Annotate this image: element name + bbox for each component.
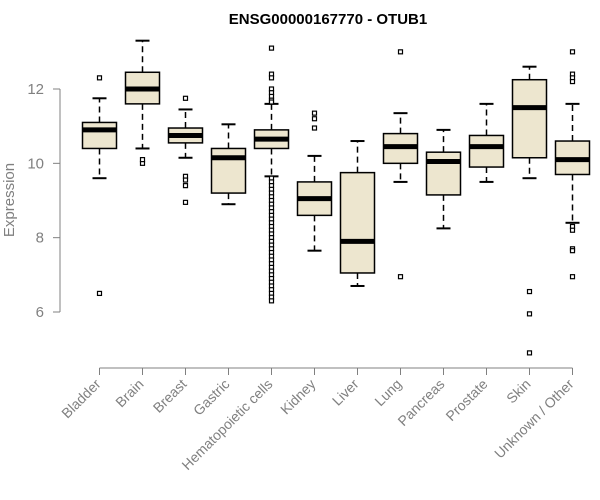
y-tick-label: 10 bbox=[27, 155, 44, 172]
box-group bbox=[296, 110, 333, 252]
x-tick-label: Bladder bbox=[58, 376, 104, 422]
box-group bbox=[210, 123, 247, 206]
outlier-point bbox=[268, 99, 275, 105]
iqr-box bbox=[468, 134, 505, 168]
outlier-point bbox=[96, 290, 103, 297]
outlier-point bbox=[311, 116, 318, 122]
outlier-point bbox=[268, 45, 275, 51]
x-tick-label: Unknown / Other bbox=[491, 376, 577, 462]
y-tick-label: 6 bbox=[36, 304, 44, 321]
x-tick-label: Breast bbox=[150, 376, 190, 416]
plot-area bbox=[81, 39, 591, 356]
box-group bbox=[468, 102, 505, 183]
outlier-point bbox=[182, 199, 189, 205]
outlier-point bbox=[311, 110, 318, 116]
outlier-point bbox=[569, 248, 576, 254]
box-group bbox=[425, 128, 462, 230]
iqr-box bbox=[81, 121, 118, 150]
x-tick-label: Kidney bbox=[277, 376, 319, 418]
outlier-point bbox=[569, 274, 576, 280]
box-group bbox=[554, 49, 591, 280]
y-tick-label: 8 bbox=[36, 230, 44, 247]
outlier-point bbox=[182, 183, 189, 189]
outlier-point bbox=[96, 75, 103, 81]
outlier-point bbox=[526, 288, 533, 295]
x-tick-label: Prostate bbox=[442, 376, 490, 424]
box-group bbox=[167, 95, 204, 205]
outlier-point bbox=[397, 274, 404, 280]
iqr-box bbox=[339, 171, 376, 274]
outlier-point bbox=[526, 311, 533, 317]
iqr-box bbox=[425, 151, 462, 196]
box-group bbox=[339, 140, 376, 287]
x-tick-label: Skin bbox=[503, 376, 534, 407]
outlier-point bbox=[182, 177, 189, 183]
outlier-point bbox=[526, 350, 533, 356]
y-axis: 6 8 10 12 bbox=[27, 81, 61, 321]
iqr-box bbox=[210, 147, 247, 194]
outlier-point bbox=[268, 75, 275, 81]
outlier-point bbox=[268, 298, 275, 304]
x-tick-label: Liver bbox=[329, 376, 362, 409]
box-group bbox=[81, 75, 118, 297]
outlier-point bbox=[569, 78, 576, 85]
box-group bbox=[511, 65, 548, 356]
iqr-box bbox=[511, 78, 548, 159]
outlier-point bbox=[182, 95, 189, 101]
x-tick-label: Pancreas bbox=[394, 376, 447, 429]
box-group bbox=[382, 49, 419, 280]
x-tick-label: Brain bbox=[112, 376, 146, 410]
x-tick-label: Gastric bbox=[190, 376, 233, 419]
y-axis-label: Expression bbox=[1, 163, 18, 237]
outlier-point bbox=[397, 49, 404, 55]
outlier-point bbox=[139, 157, 146, 163]
box-group bbox=[124, 39, 161, 166]
outlier-point bbox=[569, 227, 576, 233]
box-group bbox=[253, 45, 290, 304]
outlier-point bbox=[311, 125, 318, 131]
y-tick-label: 12 bbox=[27, 81, 44, 98]
chart-title: ENSG00000167770 - OTUB1 bbox=[229, 11, 427, 28]
outlier-point bbox=[569, 49, 576, 55]
x-tick-label: Lung bbox=[371, 376, 404, 409]
